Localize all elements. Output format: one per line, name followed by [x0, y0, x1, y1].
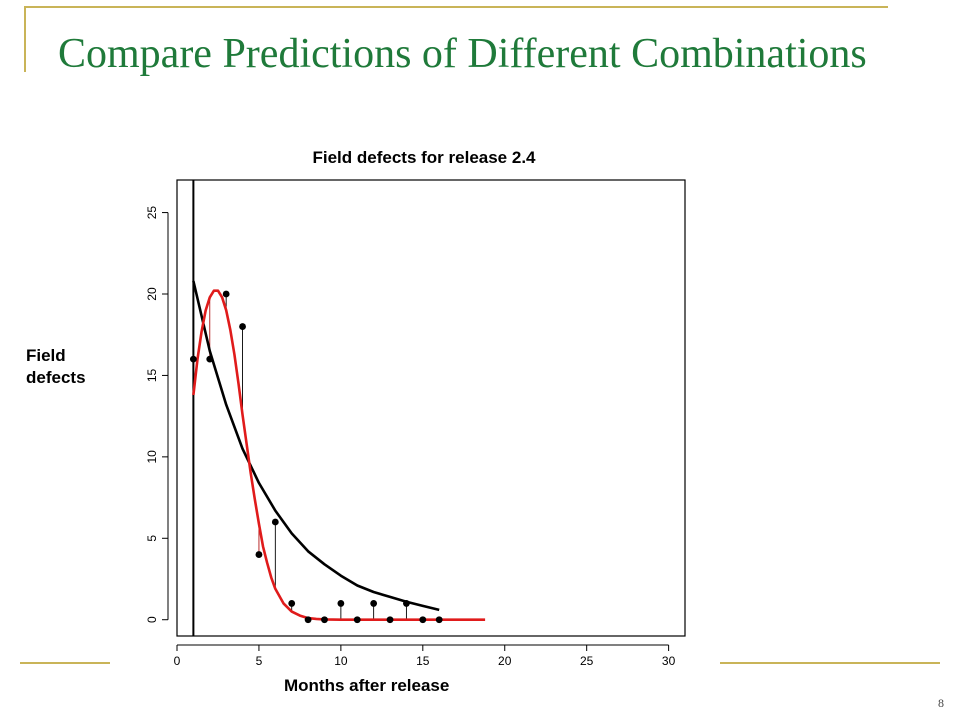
plot-frame [176, 179, 686, 637]
slide-title: Compare Predictions of Different Combina… [58, 31, 867, 77]
left-rule [24, 6, 26, 72]
data-point [304, 616, 312, 624]
series-line-1 [192, 289, 486, 621]
y-axis-label: Field defects [26, 346, 86, 387]
x-tick-label: 0 [174, 654, 181, 668]
data-point [403, 600, 410, 607]
y-tick-label: 0 [145, 616, 159, 623]
observed-points [189, 290, 443, 624]
x-tick-label: 20 [498, 654, 512, 668]
data-point [288, 600, 296, 607]
x-tick-label: 25 [580, 654, 594, 668]
bottom-rule-left [20, 662, 110, 664]
residual-lines [192, 294, 407, 620]
y-tick-label: 10 [145, 450, 159, 464]
x-tick-label: 15 [416, 654, 430, 668]
y-axis: 0 5 10 15 20 25 [145, 206, 169, 623]
y-tick-label: 20 [145, 287, 159, 301]
bottom-rule-right [720, 662, 940, 664]
data-point [239, 323, 246, 330]
page-number: 8 [938, 696, 944, 710]
x-tick-label: 30 [662, 654, 676, 668]
data-point [206, 355, 214, 363]
data-point [255, 551, 263, 558]
x-axis-label: Months after release [284, 676, 450, 695]
fitted-curves [192, 180, 486, 636]
data-point [435, 616, 443, 624]
data-point [271, 518, 279, 526]
y-tick-label: 25 [145, 206, 159, 220]
x-axis: 0 5 10 15 20 25 30 [174, 644, 676, 668]
y-tick-label: 5 [145, 535, 159, 542]
data-point [353, 616, 361, 624]
data-point [386, 616, 394, 624]
x-tick-label: 5 [256, 654, 263, 668]
top-rule [24, 6, 888, 8]
x-tick-label: 10 [334, 654, 348, 668]
series-line-0 [192, 280, 440, 612]
data-point [370, 600, 378, 607]
data-point [321, 616, 328, 624]
y-tick-label: 15 [145, 368, 159, 382]
data-point [222, 290, 230, 298]
data-point [189, 355, 197, 363]
data-point [337, 600, 345, 607]
chart-title: Field defects for release 2.4 [312, 148, 536, 167]
data-point [419, 616, 427, 624]
